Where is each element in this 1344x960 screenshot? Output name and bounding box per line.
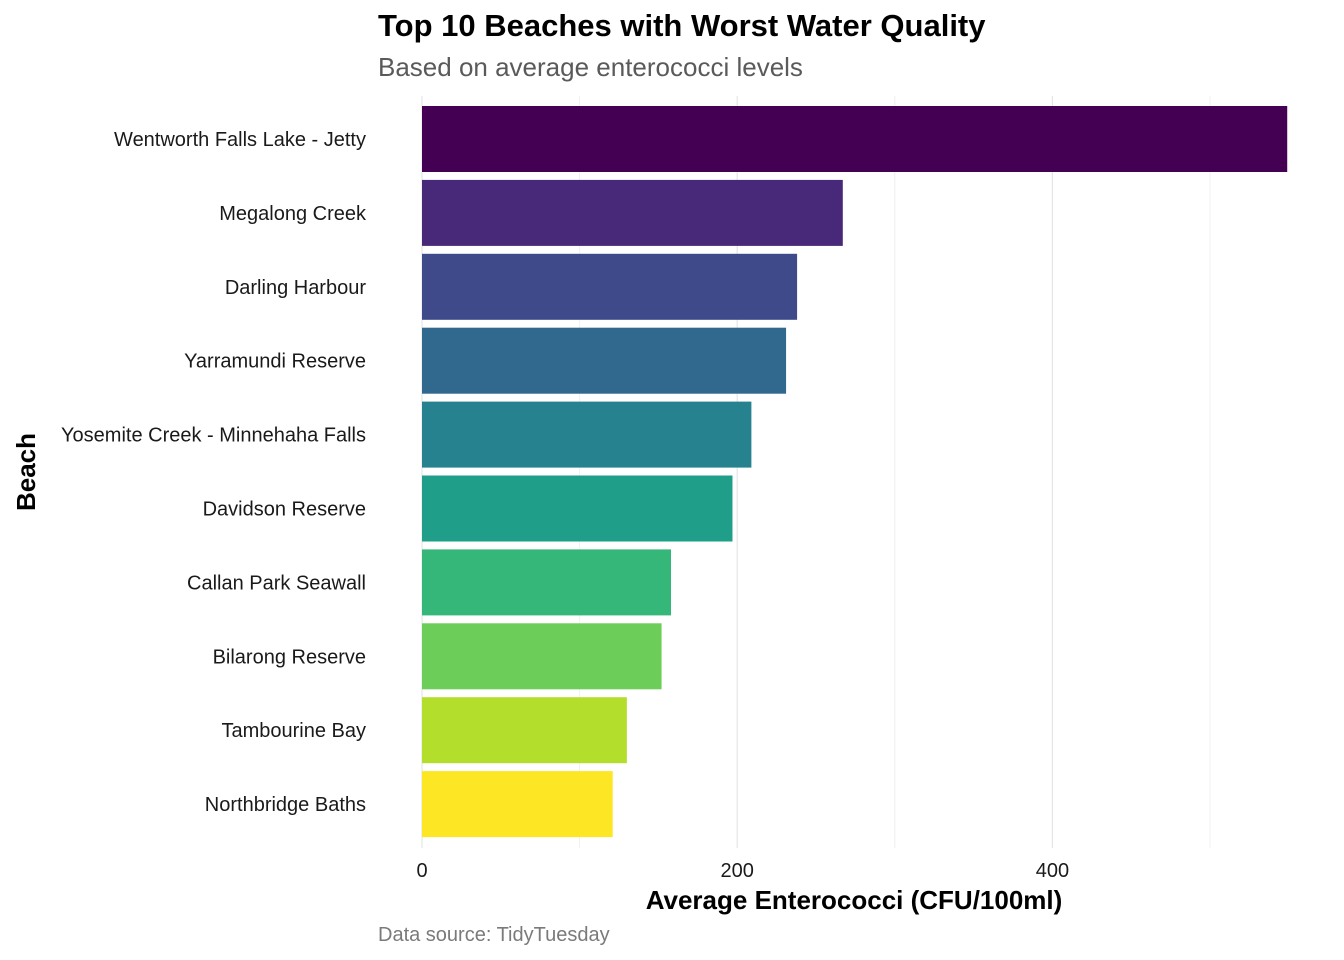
x-tick-labels: 0 200 400 — [416, 860, 1069, 882]
bar — [422, 475, 733, 542]
y-tick-label: Yarramundi Reserve — [184, 351, 366, 373]
y-tick-label: Megalong Creek — [219, 203, 367, 225]
x-tick-label: 0 — [416, 860, 427, 882]
chart-caption: Data source: TidyTuesday — [378, 924, 610, 946]
bar — [422, 623, 662, 690]
x-axis-title: Average Enterococci (CFU/100ml) — [646, 885, 1063, 915]
bar — [422, 697, 627, 764]
bar — [422, 771, 613, 838]
bar — [422, 179, 843, 246]
y-tick-labels: Wentworth Falls Lake - Jetty Megalong Cre… — [61, 129, 367, 816]
x-tick-label: 200 — [721, 860, 754, 882]
y-tick-label: Darling Harbour — [225, 277, 367, 299]
y-tick-label: Davidson Reserve — [203, 499, 366, 521]
bars — [422, 106, 1288, 838]
bar — [422, 327, 787, 394]
bar — [422, 253, 798, 320]
y-tick-label: Callan Park Seawall — [187, 572, 366, 594]
bar — [422, 401, 752, 468]
bar — [422, 106, 1288, 172]
y-tick-label: Tambourine Bay — [221, 720, 366, 742]
y-tick-label: Northbridge Baths — [205, 794, 366, 816]
x-tick-label: 400 — [1036, 860, 1069, 882]
bar — [422, 549, 672, 616]
y-tick-label: Wentworth Falls Lake - Jetty — [114, 129, 366, 151]
y-tick-label: Bilarong Reserve — [213, 646, 366, 668]
chart-subtitle: Based on average enterococci levels — [378, 52, 803, 82]
y-axis-title: Beach — [11, 433, 41, 511]
chart-title: Top 10 Beaches with Worst Water Quality — [378, 8, 986, 43]
y-tick-label: Yosemite Creek - Minnehaha Falls — [61, 425, 366, 447]
